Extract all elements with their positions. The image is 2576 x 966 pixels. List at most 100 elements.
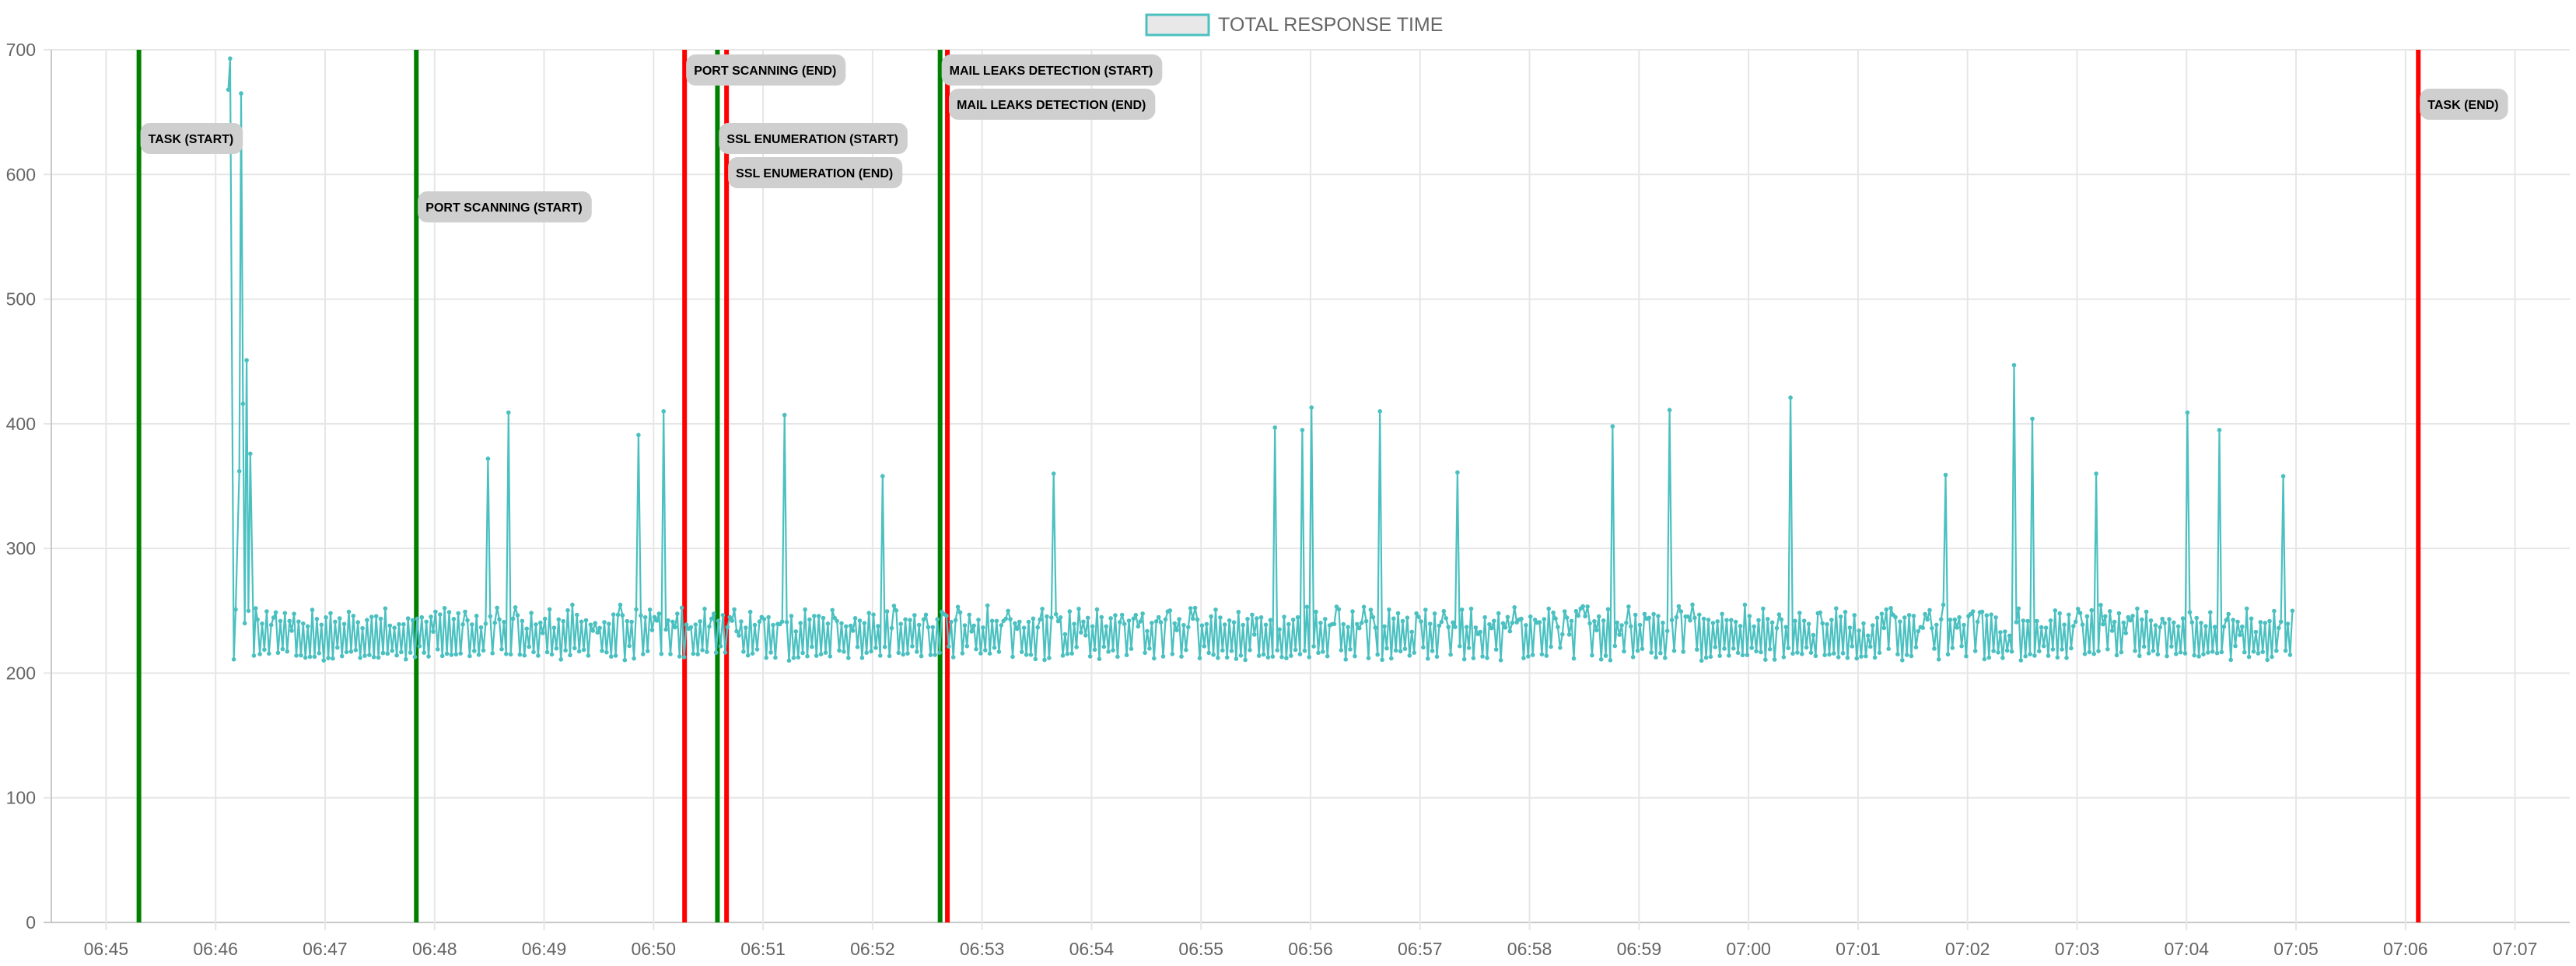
data-point[interactable]: [558, 657, 563, 662]
data-point[interactable]: [2014, 620, 2019, 625]
data-point[interactable]: [353, 648, 359, 653]
data-point[interactable]: [2109, 628, 2115, 633]
data-point[interactable]: [2240, 624, 2245, 629]
data-point[interactable]: [527, 644, 531, 649]
data-point[interactable]: [1049, 615, 1054, 620]
data-point[interactable]: [301, 621, 306, 626]
data-point[interactable]: [1284, 656, 1289, 660]
data-point[interactable]: [2140, 617, 2144, 622]
data-point[interactable]: [1850, 644, 1855, 649]
data-point[interactable]: [1544, 653, 1549, 658]
data-point[interactable]: [1245, 617, 1250, 621]
data-point[interactable]: [1930, 625, 1934, 631]
data-point[interactable]: [971, 623, 976, 628]
data-point[interactable]: [1982, 656, 1987, 662]
data-point[interactable]: [1289, 653, 1293, 658]
data-point[interactable]: [307, 654, 313, 660]
data-point[interactable]: [611, 612, 616, 617]
data-point[interactable]: [2087, 649, 2092, 655]
data-point[interactable]: [476, 653, 481, 657]
data-point[interactable]: [1678, 609, 1684, 614]
data-point[interactable]: [2251, 649, 2256, 654]
data-point[interactable]: [782, 412, 787, 418]
data-point[interactable]: [2224, 618, 2229, 622]
data-point[interactable]: [1204, 621, 1209, 627]
data-point[interactable]: [1202, 644, 1207, 649]
data-point[interactable]: [1147, 646, 1152, 651]
data-point[interactable]: [846, 656, 851, 660]
data-point[interactable]: [2128, 618, 2133, 623]
data-point[interactable]: [837, 648, 842, 653]
data-point[interactable]: [629, 619, 634, 625]
data-point[interactable]: [1989, 612, 1993, 617]
data-point[interactable]: [693, 622, 698, 627]
data-point[interactable]: [1690, 602, 1695, 607]
data-point[interactable]: [436, 647, 440, 652]
data-point[interactable]: [1843, 610, 1848, 614]
data-point[interactable]: [1496, 611, 1501, 616]
data-point[interactable]: [1104, 624, 1108, 629]
data-point[interactable]: [1920, 625, 1925, 630]
data-point[interactable]: [711, 611, 716, 616]
data-point[interactable]: [2217, 428, 2222, 432]
data-point[interactable]: [1275, 648, 1279, 653]
data-point[interactable]: [880, 474, 885, 478]
data-point[interactable]: [1888, 606, 1893, 611]
data-point[interactable]: [1122, 621, 1127, 626]
data-point[interactable]: [1585, 604, 1590, 609]
data-point[interactable]: [2112, 619, 2117, 625]
data-point[interactable]: [1277, 627, 1282, 632]
data-point[interactable]: [2169, 644, 2174, 649]
data-point[interactable]: [1222, 622, 1227, 627]
data-point[interactable]: [2208, 610, 2213, 614]
data-point[interactable]: [2091, 651, 2096, 656]
data-point[interactable]: [1993, 615, 1998, 620]
data-point[interactable]: [1537, 620, 1542, 625]
data-point[interactable]: [1220, 648, 1225, 653]
data-point[interactable]: [1357, 625, 1362, 631]
data-point[interactable]: [358, 656, 362, 660]
data-point[interactable]: [1158, 620, 1164, 625]
data-point[interactable]: [1519, 616, 1524, 621]
data-point[interactable]: [1076, 607, 1081, 611]
data-point[interactable]: [1270, 654, 1276, 659]
data-point[interactable]: [2105, 646, 2110, 652]
data-point[interactable]: [1556, 625, 1560, 629]
data-point[interactable]: [1031, 616, 1036, 621]
data-point[interactable]: [709, 616, 714, 621]
data-point[interactable]: [987, 651, 992, 656]
data-point[interactable]: [2256, 651, 2261, 656]
data-point[interactable]: [2278, 619, 2284, 625]
data-point[interactable]: [314, 617, 320, 621]
data-point[interactable]: [360, 625, 365, 631]
data-point[interactable]: [850, 628, 856, 633]
data-point[interactable]: [536, 653, 541, 658]
data-point[interactable]: [597, 625, 602, 631]
data-point[interactable]: [417, 643, 422, 649]
data-point[interactable]: [2182, 651, 2188, 656]
data-point[interactable]: [1962, 622, 1966, 628]
data-point[interactable]: [928, 653, 933, 657]
data-point[interactable]: [1412, 650, 1416, 655]
data-point[interactable]: [1069, 651, 1074, 656]
data-point[interactable]: [1845, 656, 1850, 660]
legend-label[interactable]: TOTAL RESPONSE TIME: [1218, 14, 1443, 36]
data-point[interactable]: [1832, 651, 1836, 656]
data-point[interactable]: [1042, 657, 1047, 663]
data-point[interactable]: [1500, 621, 1506, 626]
data-point[interactable]: [1398, 649, 1403, 654]
data-point[interactable]: [716, 618, 721, 623]
data-point[interactable]: [691, 651, 696, 656]
data-point[interactable]: [2046, 653, 2051, 658]
data-point[interactable]: [1489, 625, 1494, 631]
data-point[interactable]: [2077, 611, 2083, 615]
data-point[interactable]: [1590, 653, 1594, 658]
data-point[interactable]: [1366, 656, 1371, 660]
data-point[interactable]: [1290, 618, 1296, 622]
data-point[interactable]: [2028, 652, 2032, 656]
data-point[interactable]: [595, 630, 600, 635]
data-point[interactable]: [1300, 428, 1305, 432]
data-point[interactable]: [1391, 616, 1396, 621]
data-point[interactable]: [2043, 625, 2049, 630]
data-point[interactable]: [2126, 614, 2130, 620]
